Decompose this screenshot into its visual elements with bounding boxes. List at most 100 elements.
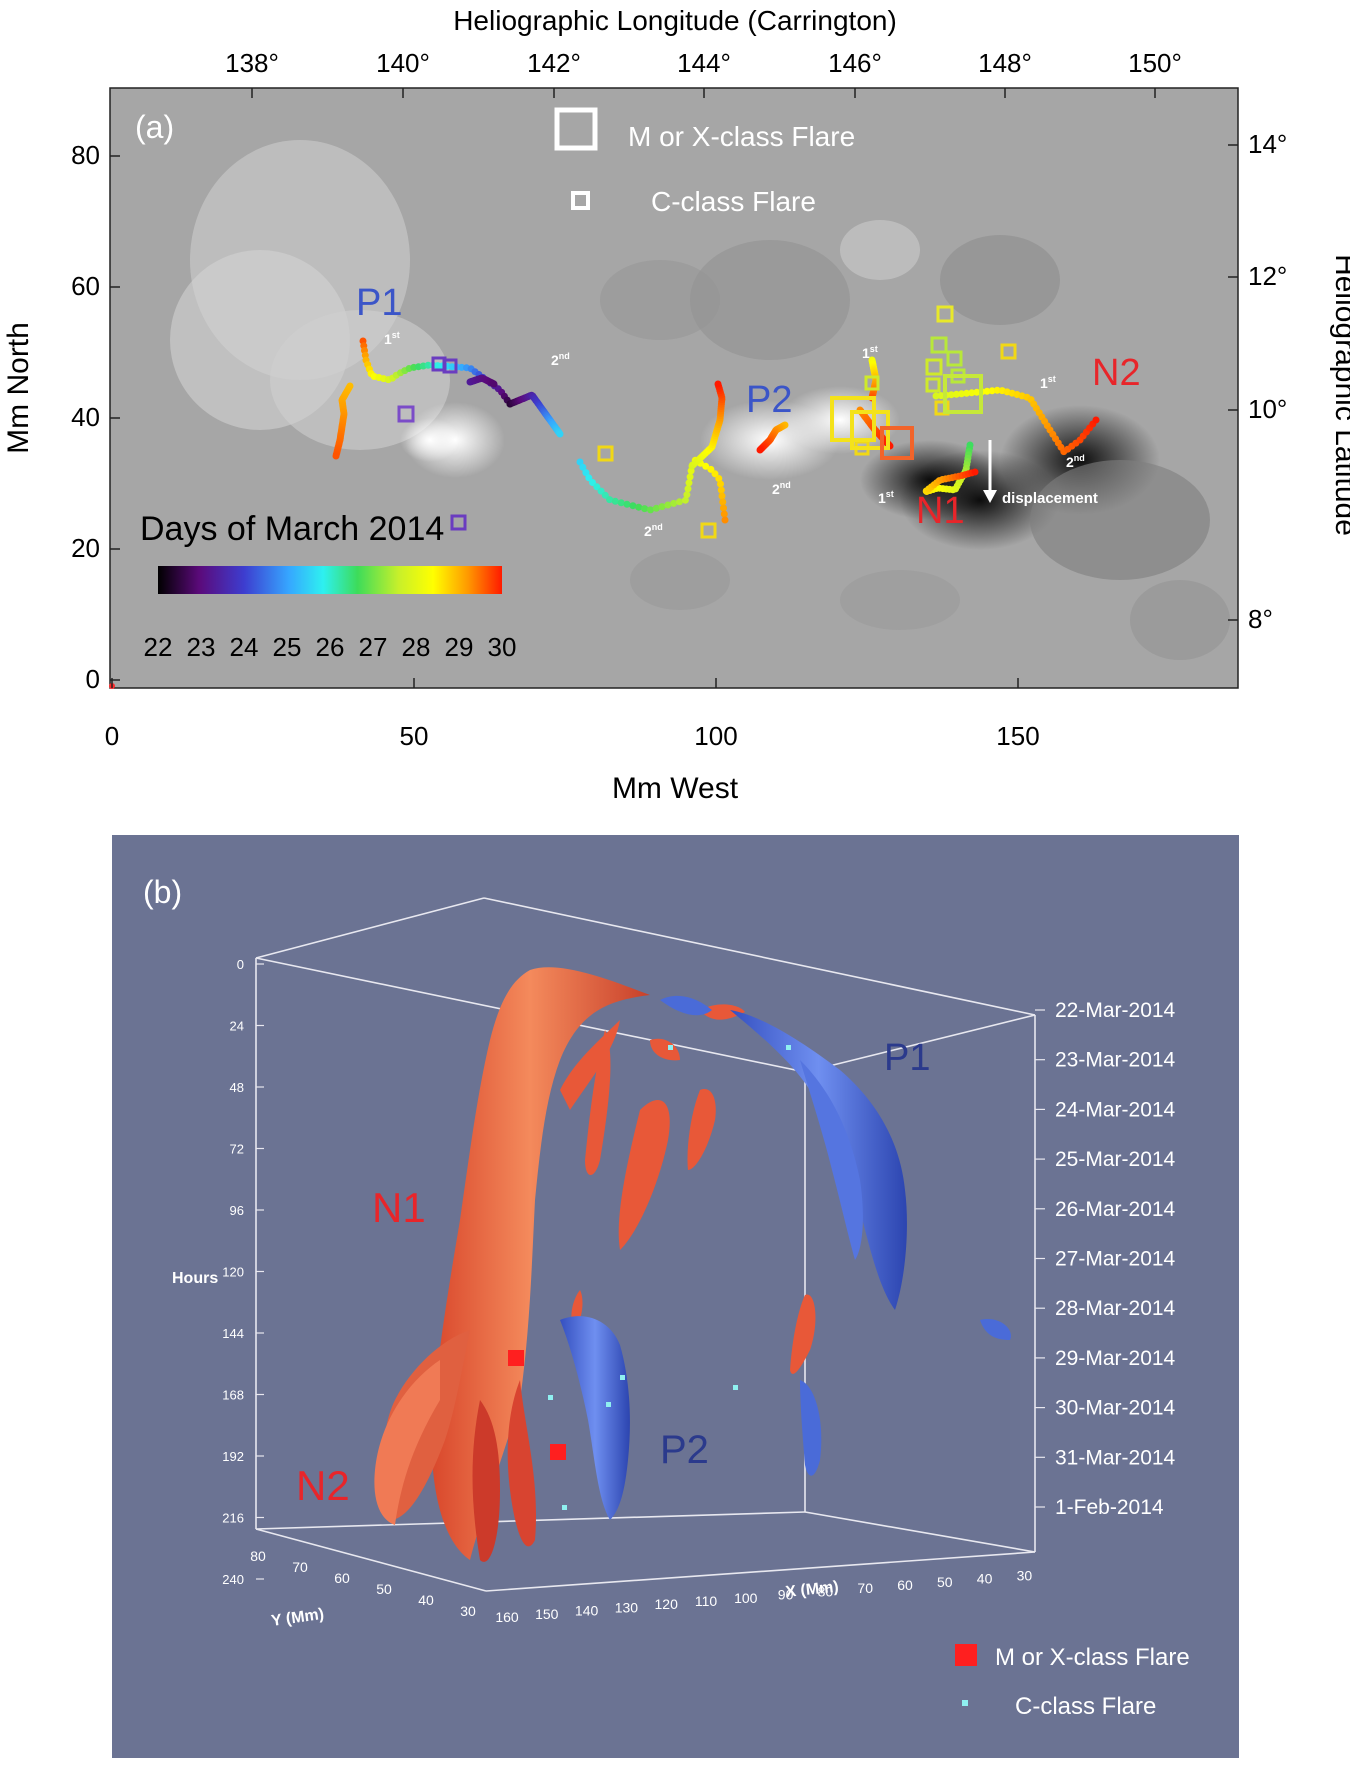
- top-tick-label: 148°: [978, 48, 1032, 78]
- trajectory-point: [576, 458, 584, 466]
- left-tick-label: 80: [71, 140, 100, 170]
- negative-flux-surface-n1: [374, 967, 650, 1562]
- right-tick-label: 8°: [1248, 604, 1273, 634]
- trajectory-point: [585, 474, 593, 482]
- label-p1-3d: P1: [884, 1037, 930, 1079]
- left-tick-label: 20: [71, 533, 100, 563]
- left-axis-title: Mm North: [2, 322, 35, 454]
- colorbar-tick-label: 27: [359, 632, 388, 662]
- y-tick-label-3d: 60: [334, 1570, 350, 1586]
- legend-large-marker-icon: [955, 1644, 977, 1666]
- hour-tick-label: 48: [230, 1080, 244, 1095]
- hour-tick-label: 144: [222, 1326, 244, 1341]
- x-tick-label-3d: 110: [695, 1593, 718, 1609]
- trajectory-point: [717, 486, 725, 494]
- top-tick-label: 144°: [677, 48, 731, 78]
- marker-second: 2nd: [1066, 453, 1085, 470]
- colorbar-tick-label: 26: [316, 632, 345, 662]
- date-tick-label: 25-Mar-2014: [1055, 1148, 1176, 1171]
- trajectory-point: [720, 510, 728, 518]
- trajectory-point: [332, 452, 340, 460]
- right-tick-label: 14°: [1248, 129, 1287, 159]
- c-flare-box: [1000, 343, 1017, 360]
- legend-large-label-3d: M or X-class Flare: [995, 1644, 1190, 1671]
- right-tick-label: 10°: [1248, 394, 1287, 424]
- mx-flare-box: [880, 426, 914, 460]
- trajectory-point: [718, 492, 726, 500]
- label-p2: P2: [746, 379, 792, 421]
- x-tick-label-3d: 40: [977, 1571, 993, 1587]
- left-tick-label: 60: [71, 271, 100, 301]
- trajectory-point: [685, 479, 693, 487]
- left-tick-label: 40: [71, 402, 100, 432]
- marker-second: 2nd: [644, 522, 663, 539]
- trajectory-point: [932, 392, 940, 400]
- y-tick-label-3d: 40: [418, 1592, 434, 1608]
- trajectory-point: [556, 430, 564, 438]
- label-n1: N1: [916, 490, 965, 532]
- label-n2: N2: [1092, 352, 1141, 394]
- y-tick-label-3d: 70: [292, 1559, 308, 1575]
- trajectory-point: [490, 380, 498, 388]
- trajectory-point: [635, 503, 643, 511]
- panel-b-label: (b): [143, 874, 182, 910]
- right-tick-label: 12°: [1248, 261, 1287, 291]
- x-tick-label-3d: 130: [615, 1599, 639, 1615]
- x-tick-label-3d: 140: [575, 1603, 599, 1619]
- m-flare-marker: [550, 1444, 566, 1460]
- trajectory-point: [681, 496, 689, 504]
- bottom-tick-label: 150: [996, 721, 1039, 751]
- legend-small-box-icon: [571, 191, 590, 210]
- panel-b-background: [112, 835, 1239, 1758]
- magnetogram-image: [110, 88, 1238, 688]
- trajectory-point: [629, 502, 637, 510]
- x-tick-label-3d: 90: [778, 1587, 794, 1603]
- m-flare-marker: [508, 1350, 524, 1366]
- x-tick-label-3d: 60: [897, 1577, 913, 1593]
- trajectory-point: [684, 485, 692, 493]
- date-tick-label: 22-Mar-2014: [1055, 999, 1176, 1022]
- trajectory-point: [721, 516, 729, 524]
- bottom-axis-title: Mm West: [612, 772, 739, 805]
- hour-tick-label: 192: [222, 1449, 244, 1464]
- c-flare-markers: [548, 1045, 791, 1510]
- trajectory-point: [715, 475, 723, 482]
- date-tick-label: 30-Mar-2014: [1055, 1397, 1176, 1420]
- marker-second: 2nd: [551, 351, 570, 368]
- trajectory-point: [652, 504, 660, 512]
- colorbar-ticks: 22 23 24 25 26 27 28 29 30: [144, 632, 517, 662]
- trajectory-point: [973, 388, 981, 396]
- trajectory-point: [937, 392, 945, 400]
- marker-second: 2nd: [772, 480, 791, 497]
- y-tick-label-3d: 30: [460, 1603, 476, 1619]
- x-tick-label-3d: 70: [857, 1580, 873, 1596]
- panel-a-label: (a): [135, 109, 174, 145]
- trajectory-point: [641, 505, 649, 513]
- bottom-tick-label: 100: [694, 721, 737, 751]
- trajectory-point: [702, 462, 710, 470]
- label-p1: P1: [356, 282, 402, 324]
- date-tick-label: 31-Mar-2014: [1055, 1446, 1176, 1469]
- hour-tick-label: 24: [230, 1019, 244, 1034]
- hour-tick-label: 0: [237, 957, 244, 972]
- marker-first: 1st: [1040, 374, 1056, 391]
- trajectory-point: [988, 387, 996, 395]
- trajectory-point: [711, 470, 719, 478]
- colorbar-tick-label: 22: [144, 632, 173, 662]
- trajectory-point: [714, 380, 722, 388]
- colorbar-title: Days of March 2014: [140, 510, 444, 548]
- date-tick-label: 1-Feb-2014: [1055, 1496, 1164, 1519]
- bottom-tick-label: 0: [105, 721, 119, 751]
- axes-a: 138° 140° 142° 144° 146° 148° 150° 14° 12° 10° 8° 8…: [71, 48, 1287, 751]
- trajectory-point: [717, 480, 724, 488]
- c-flare-boxes: [397, 305, 1017, 539]
- c-flare-box: [397, 405, 415, 423]
- trajectory-point: [617, 499, 625, 507]
- trajectory-point: [601, 491, 609, 499]
- hour-tick-label: 96: [230, 1203, 244, 1218]
- panel-b: (b): [112, 835, 1239, 1758]
- colorbar-tick-label: 30: [488, 632, 517, 662]
- displacement-arrow-head: [983, 490, 997, 503]
- trajectory-point: [963, 389, 971, 397]
